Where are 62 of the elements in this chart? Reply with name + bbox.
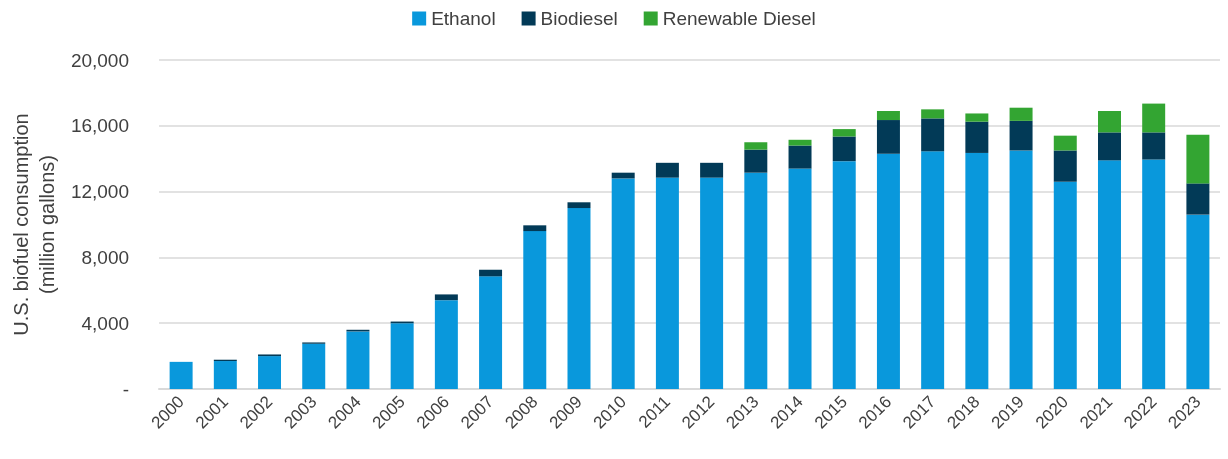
bar [1186, 134, 1210, 184]
bar [965, 113, 989, 122]
bar [1053, 135, 1077, 151]
bar [832, 129, 856, 137]
bar [479, 276, 503, 389]
bar [744, 172, 768, 389]
y-tick-label: 16,000 [70, 115, 130, 137]
bar [1009, 107, 1033, 121]
bar [258, 356, 282, 389]
bar [788, 145, 812, 169]
bar [567, 202, 591, 209]
bar [1053, 181, 1077, 389]
y-tick-label: 20,000 [70, 49, 130, 71]
bar [302, 343, 326, 389]
bar [1186, 183, 1210, 215]
bar [1009, 120, 1033, 151]
bar [876, 153, 900, 389]
bar [700, 162, 724, 178]
bar [523, 231, 547, 389]
bar [655, 162, 679, 178]
bar [965, 152, 989, 389]
bar [1097, 132, 1121, 161]
bar [213, 361, 237, 389]
bar [832, 136, 856, 162]
bar [479, 269, 503, 277]
bar [567, 208, 591, 389]
bar [788, 168, 812, 389]
bar [1097, 160, 1121, 389]
legend-label: Biodiesel [540, 8, 618, 29]
bar [1009, 150, 1033, 389]
legend-label: Renewable Diesel [662, 8, 816, 29]
y-axis-title: U.S. biofuel consumption (million gallons) [10, 113, 58, 336]
bar [832, 161, 856, 389]
bar [1186, 214, 1210, 389]
bar [434, 300, 458, 389]
bar [700, 177, 724, 389]
bar [1053, 150, 1077, 182]
bar [1142, 159, 1166, 389]
bar [523, 225, 547, 232]
bar [390, 323, 414, 389]
bar [169, 361, 193, 389]
y-tick-label: 12,000 [70, 181, 130, 203]
bar [611, 178, 635, 389]
bar [744, 149, 768, 173]
y-tick-label: 8,000 [81, 246, 130, 268]
bar [1142, 132, 1166, 160]
bar [921, 109, 945, 119]
legend-label: Ethanol [431, 8, 496, 29]
bar [921, 118, 945, 152]
bar [346, 331, 370, 389]
bar [876, 111, 900, 121]
y-tick-label: 4,000 [81, 312, 130, 334]
bar [434, 294, 458, 301]
bar [788, 139, 812, 146]
bar [1097, 110, 1121, 133]
bar [1142, 103, 1166, 133]
bar [921, 151, 945, 389]
bar [655, 177, 679, 389]
y-tick-label: - [122, 378, 130, 400]
bar [965, 121, 989, 153]
bar [744, 142, 768, 150]
bar [876, 120, 900, 154]
